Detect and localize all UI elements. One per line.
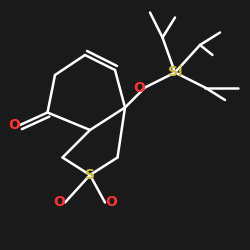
Text: O: O — [133, 80, 145, 94]
Text: O: O — [53, 196, 65, 209]
Text: O: O — [8, 118, 20, 132]
Text: O: O — [105, 196, 117, 209]
Text: Si: Si — [168, 66, 182, 80]
Text: S: S — [85, 168, 95, 182]
